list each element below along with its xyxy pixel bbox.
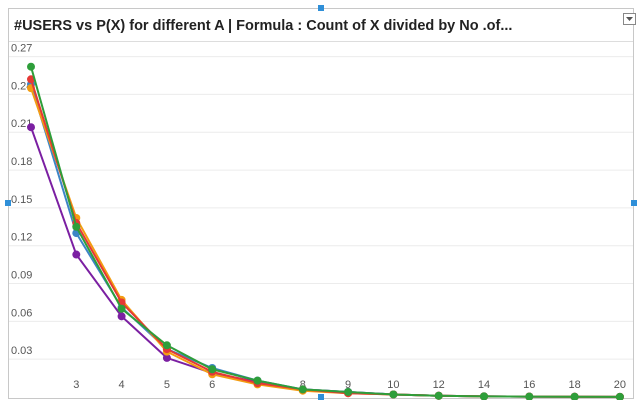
data-point bbox=[208, 365, 217, 374]
chart-title: #USERS vs P(X) for different A | Formula… bbox=[14, 18, 512, 34]
dropdown-button[interactable] bbox=[623, 13, 636, 25]
data-point bbox=[72, 222, 81, 231]
data-point bbox=[117, 304, 126, 313]
x-tick-label: 20 bbox=[614, 379, 626, 391]
y-tick-label: 0.15 bbox=[11, 194, 32, 206]
data-point bbox=[117, 312, 126, 321]
y-tick-label: 0.24 bbox=[11, 80, 32, 92]
y-tick-label: 0.06 bbox=[11, 307, 32, 319]
data-point bbox=[570, 392, 579, 400]
data-point bbox=[344, 387, 353, 396]
data-point bbox=[27, 62, 35, 71]
data-point bbox=[525, 392, 534, 400]
data-point bbox=[298, 385, 307, 394]
data-point bbox=[389, 390, 398, 399]
x-tick-label: 6 bbox=[209, 379, 215, 391]
data-point bbox=[434, 391, 443, 400]
x-tick-label: 5 bbox=[164, 379, 170, 391]
widget-border bbox=[8, 8, 634, 399]
resize-handle[interactable] bbox=[318, 394, 324, 400]
data-point bbox=[615, 392, 624, 400]
y-tick-label: 0.18 bbox=[11, 156, 32, 168]
x-tick-label: 4 bbox=[119, 379, 125, 391]
x-tick-label: 18 bbox=[568, 379, 580, 391]
resize-handle[interactable] bbox=[318, 5, 324, 11]
data-point bbox=[162, 341, 171, 350]
x-tick-label: 3 bbox=[73, 379, 79, 391]
data-point bbox=[72, 250, 81, 259]
resize-handle[interactable] bbox=[631, 200, 637, 206]
y-tick-label: 0.27 bbox=[11, 43, 32, 55]
x-tick-label: 10 bbox=[387, 379, 399, 391]
y-tick-label: 0.03 bbox=[11, 345, 32, 357]
x-tick-label: 9 bbox=[345, 379, 351, 391]
x-tick-label: 14 bbox=[478, 379, 490, 391]
y-tick-label: 0.09 bbox=[11, 269, 32, 281]
x-tick-label: 12 bbox=[433, 379, 445, 391]
data-point bbox=[253, 376, 262, 385]
x-tick-label: 16 bbox=[523, 379, 535, 391]
y-tick-label: 0.12 bbox=[11, 232, 32, 244]
series-line bbox=[30, 66, 620, 398]
data-point bbox=[27, 123, 35, 132]
x-tick-label: 8 bbox=[300, 379, 306, 391]
data-point bbox=[162, 353, 171, 362]
resize-handle[interactable] bbox=[5, 200, 11, 206]
data-point bbox=[480, 392, 488, 400]
